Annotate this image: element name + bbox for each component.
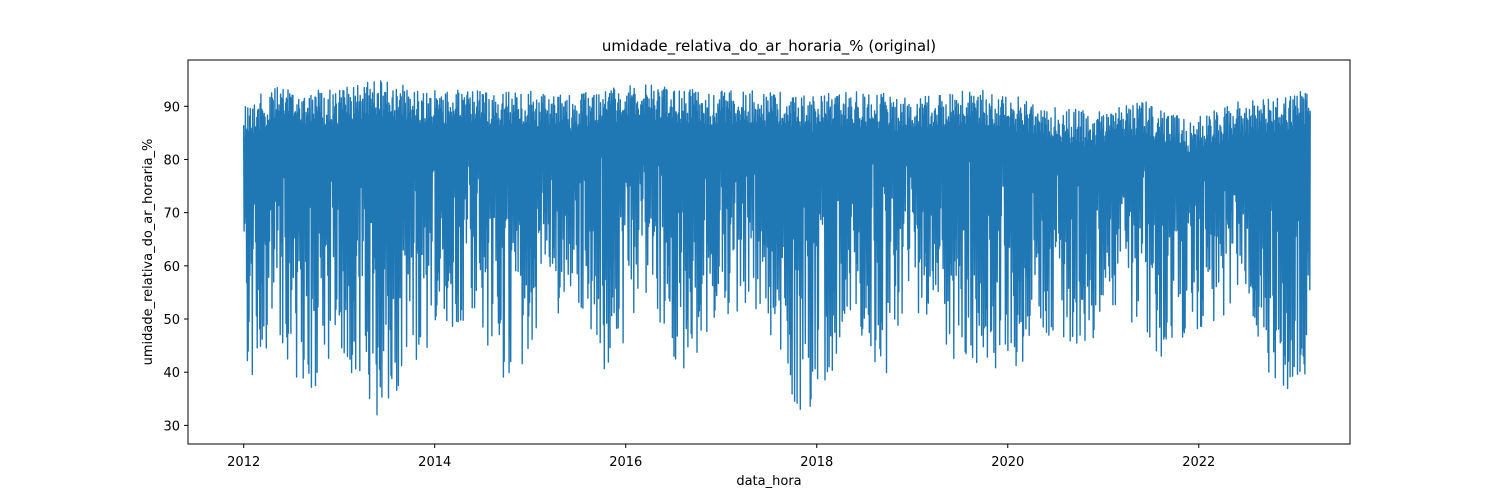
series-line [243, 80, 1311, 416]
x-axis: 2012 2014 2016 2018 2020 2022 [227, 444, 1215, 470]
y-tick-label: 50 [163, 313, 180, 328]
x-tick-label: 2018 [800, 455, 833, 470]
x-tick-label: 2016 [609, 455, 642, 470]
y-tick-label: 80 [163, 153, 180, 168]
x-tick-label: 2014 [418, 455, 451, 470]
x-tick-label: 2012 [227, 455, 260, 470]
plot-frame [187, 59, 1351, 445]
x-tick-label: 2020 [991, 455, 1024, 470]
chart-title: umidade_relativa_do_ar_horaria_% (origin… [602, 37, 936, 56]
y-tick-label: 60 [163, 260, 180, 275]
y-tick-label: 40 [163, 366, 180, 381]
y-axis: 30 40 50 60 70 80 90 [163, 100, 188, 434]
y-tick-label: 70 [163, 207, 180, 222]
x-tick-label: 2022 [1182, 455, 1215, 470]
x-axis-label: data_hora [736, 474, 801, 489]
y-tick-label: 30 [163, 419, 180, 434]
y-axis-label: umidade_relativa_do_ar_horaria_% [141, 139, 156, 366]
plot-area [243, 80, 1311, 416]
y-tick-label: 90 [163, 100, 180, 115]
